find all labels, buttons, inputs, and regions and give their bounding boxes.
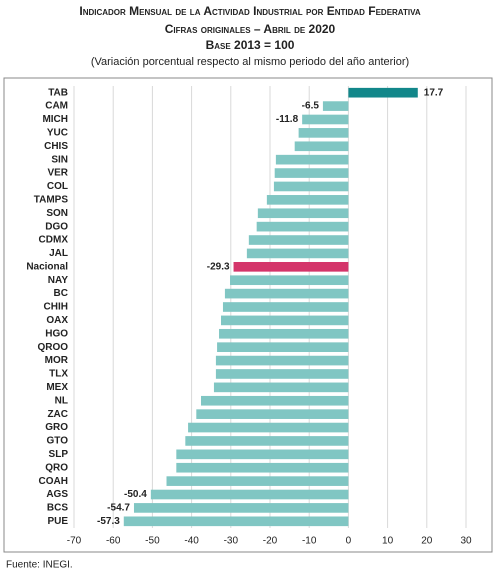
chart-subtitle: (Variación porcentual respecto al mismo …	[91, 56, 409, 68]
y-tick-label: BCS	[47, 503, 68, 514]
y-tick-label: GRO	[45, 422, 68, 433]
y-tick-label: MOR	[45, 355, 69, 366]
y-tick-label: TAB	[48, 87, 68, 98]
bar	[248, 235, 349, 245]
y-tick-label: Nacional	[26, 261, 68, 272]
bar	[224, 288, 349, 299]
y-tick-label: OAX	[46, 315, 68, 326]
y-tick-label: NL	[55, 395, 68, 406]
bar	[246, 248, 349, 259]
bar	[274, 168, 349, 178]
y-tick-label: MEX	[46, 382, 68, 393]
value-label: -6.5	[302, 101, 320, 112]
bar	[176, 449, 349, 460]
bar	[348, 87, 418, 98]
bar	[196, 409, 349, 419]
x-tick-label: 30	[460, 536, 472, 547]
bar	[275, 154, 349, 165]
bar	[201, 395, 349, 406]
source: Fuente: INEGI.	[6, 560, 73, 571]
x-tick-label: 0	[346, 536, 352, 547]
y-tick-label: GTO	[47, 436, 69, 447]
y-tick-label: COAH	[39, 476, 68, 487]
bar	[294, 141, 349, 152]
bar	[150, 489, 349, 500]
y-tick-label: VER	[47, 168, 68, 179]
bar	[221, 315, 349, 326]
bar	[215, 355, 349, 366]
y-tick-label: NAY	[48, 275, 69, 286]
value-label: 17.7	[424, 87, 444, 98]
y-tick-label: QRO	[45, 462, 68, 473]
y-tick-label: CDMX	[39, 235, 69, 246]
y-tick-label: AGS	[46, 489, 68, 500]
y-tick-label: MICH	[42, 114, 68, 125]
bar	[123, 516, 349, 527]
x-tick-label: 20	[421, 536, 433, 547]
y-tick-label: CHIH	[44, 302, 68, 313]
y-tick-label: JAL	[49, 248, 68, 259]
value-label: -11.8	[276, 114, 299, 125]
bar	[219, 328, 349, 339]
value-label: -54.7	[107, 503, 130, 514]
x-tick-label: -10	[302, 536, 317, 547]
bar	[215, 369, 349, 379]
y-tick-label: DGO	[45, 221, 68, 232]
bar	[176, 462, 349, 473]
bar	[188, 422, 349, 433]
bar	[298, 128, 349, 138]
x-tick-label: -50	[145, 536, 160, 547]
y-tick-label: TAMPS	[34, 194, 69, 205]
bar	[256, 221, 349, 232]
x-tick-label: -40	[184, 536, 199, 547]
bar	[213, 382, 349, 393]
bar	[222, 302, 349, 312]
chart-subtitle: Cifras originales – Abril de 2020	[165, 22, 336, 36]
chart-title: Indicador Mensual de la Actividad Indust…	[79, 4, 420, 18]
x-tick-label: -20	[263, 536, 278, 547]
value-label: -50.4	[124, 489, 147, 500]
x-tick-label: 10	[382, 536, 394, 547]
x-tick-label: -30	[224, 536, 239, 547]
y-tick-label: SIN	[51, 154, 68, 165]
y-tick-label: QROO	[37, 342, 68, 353]
bar	[230, 275, 349, 286]
bar	[133, 503, 349, 513]
y-tick-label: YUC	[47, 128, 68, 139]
bar	[217, 342, 349, 353]
y-tick-label: HGO	[45, 328, 68, 339]
bar	[302, 114, 349, 125]
plot-frame	[3, 77, 493, 553]
bar	[322, 101, 349, 111]
bar	[273, 181, 349, 192]
x-tick-label: -60	[106, 536, 121, 547]
y-tick-label: COL	[47, 181, 68, 192]
y-tick-label: SLP	[49, 449, 69, 460]
bar	[185, 436, 349, 446]
y-tick-label: CAM	[45, 101, 68, 112]
y-tick-label: CHIS	[44, 141, 68, 152]
y-tick-label: BC	[54, 288, 68, 299]
bar	[266, 195, 349, 205]
y-tick-label: ZAC	[47, 409, 68, 420]
bar	[233, 261, 349, 272]
bar	[257, 208, 349, 219]
value-label: -29.3	[207, 261, 230, 272]
y-tick-label: SON	[46, 208, 68, 219]
chart-subtitle: Base 2013 = 100	[206, 38, 295, 52]
value-label: -57.3	[97, 516, 120, 527]
x-tick-label: -70	[67, 536, 82, 547]
y-tick-label: PUE	[47, 516, 68, 527]
y-tick-label: TLX	[49, 369, 68, 380]
bar	[166, 476, 349, 486]
